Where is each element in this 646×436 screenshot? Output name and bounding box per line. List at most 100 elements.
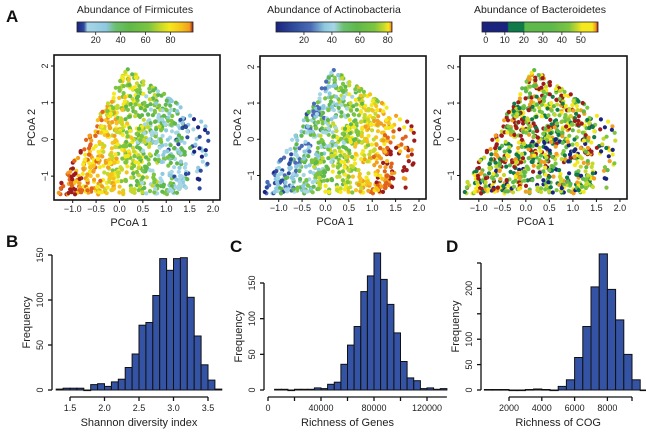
data-point xyxy=(546,127,551,133)
data-point xyxy=(325,167,331,172)
data-point xyxy=(152,190,157,195)
data-point xyxy=(288,147,293,152)
data-point xyxy=(95,157,100,162)
data-point xyxy=(166,163,171,168)
data-point xyxy=(489,152,494,157)
data-point xyxy=(482,155,487,160)
data-point xyxy=(538,163,543,168)
data-point xyxy=(345,180,351,185)
colorbar-title: Abundance of Firmicutes xyxy=(77,4,193,16)
data-point xyxy=(334,187,339,193)
data-point xyxy=(578,164,583,169)
data-point xyxy=(185,177,190,182)
data-point xyxy=(483,180,488,185)
data-point xyxy=(137,184,142,189)
data-point xyxy=(81,162,86,167)
data-point xyxy=(368,92,373,97)
data-point xyxy=(522,141,527,147)
data-point xyxy=(197,134,202,139)
histogram-bar xyxy=(97,383,105,391)
data-point xyxy=(506,109,511,115)
data-point xyxy=(318,160,323,165)
data-point xyxy=(585,145,591,150)
data-point xyxy=(144,175,149,180)
x-axis-title: Shannon diversity index xyxy=(81,417,198,429)
data-point xyxy=(585,159,590,164)
data-point xyxy=(486,171,492,176)
data-point xyxy=(91,163,96,169)
data-point xyxy=(356,168,361,173)
data-point xyxy=(349,154,355,160)
data-point xyxy=(408,127,414,132)
data-point xyxy=(604,145,609,151)
data-point xyxy=(514,160,520,165)
x-tick-label: 6000 xyxy=(565,403,585,413)
data-point xyxy=(91,169,96,174)
data-point xyxy=(543,126,548,131)
data-point xyxy=(326,75,331,80)
data-point xyxy=(583,185,589,191)
data-point xyxy=(342,165,347,170)
data-point xyxy=(525,178,530,183)
data-point xyxy=(134,178,139,184)
data-point xyxy=(297,168,302,174)
histogram-bar xyxy=(433,388,441,391)
data-point xyxy=(409,147,414,152)
data-point xyxy=(149,132,154,138)
data-point xyxy=(111,176,116,181)
data-point xyxy=(156,112,161,117)
data-point xyxy=(121,91,126,96)
data-point xyxy=(495,185,500,190)
data-point xyxy=(113,137,118,143)
data-point xyxy=(333,83,338,88)
data-point xyxy=(303,164,308,169)
data-point xyxy=(389,171,395,176)
data-point xyxy=(606,119,611,124)
histogram-bar xyxy=(508,389,518,392)
data-point xyxy=(553,137,558,142)
data-point xyxy=(497,163,502,168)
data-point xyxy=(342,187,347,192)
data-point xyxy=(97,139,102,145)
data-point xyxy=(128,102,133,107)
data-point xyxy=(553,144,558,149)
x-tick-label: 4000 xyxy=(532,403,552,413)
data-point xyxy=(354,121,359,126)
data-point xyxy=(334,128,339,134)
data-point xyxy=(383,149,388,154)
data-point xyxy=(612,161,617,166)
histogram-cog: 2000 4000 6000 8000 0 50 100 200 Richness of COG… xyxy=(450,253,646,429)
data-point xyxy=(604,134,609,139)
data-point xyxy=(554,151,559,156)
data-point xyxy=(523,86,528,91)
data-point xyxy=(576,129,581,134)
data-point xyxy=(314,125,319,131)
data-point xyxy=(178,159,184,164)
data-point xyxy=(586,135,591,140)
data-point xyxy=(405,154,410,159)
data-point xyxy=(583,169,588,174)
data-point xyxy=(110,187,115,192)
data-point xyxy=(571,108,576,113)
x-tick-label: 0 xyxy=(265,403,270,413)
data-point xyxy=(325,178,330,183)
data-point xyxy=(479,170,484,175)
data-point xyxy=(87,161,92,166)
data-point xyxy=(120,147,125,152)
data-point xyxy=(547,168,552,173)
data-point xyxy=(140,127,145,133)
data-point xyxy=(365,117,370,122)
data-point xyxy=(196,125,201,130)
data-point xyxy=(157,124,162,129)
data-point xyxy=(301,118,306,123)
data-point xyxy=(344,106,349,111)
data-point xyxy=(580,184,585,189)
data-point xyxy=(334,102,339,107)
data-point xyxy=(374,103,379,109)
data-point xyxy=(282,155,287,160)
histogram-bar xyxy=(179,257,188,391)
data-point xyxy=(68,169,73,174)
y-axis-title: Frequency xyxy=(21,296,33,348)
data-point xyxy=(185,135,190,140)
data-point xyxy=(563,119,568,124)
